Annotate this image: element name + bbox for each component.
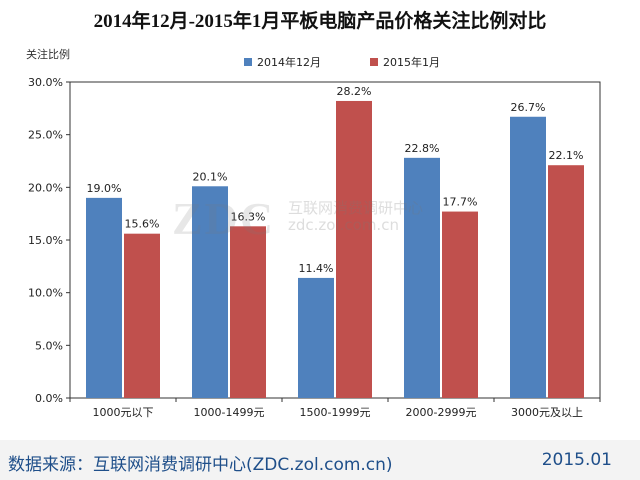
watermark-line2: zdc.zol.com.cn <box>288 216 399 234</box>
data-label: 17.7% <box>443 196 478 209</box>
x-tick-label: 1000-1499元 <box>194 406 265 419</box>
x-tick-label: 3000元及以上 <box>511 406 583 419</box>
report-date: 2015.01 <box>541 450 612 470</box>
bar-series2 <box>548 165 584 398</box>
y-tick-label: 10.0% <box>28 287 63 300</box>
bar-series2 <box>230 226 266 398</box>
watermark-logo: ZDC <box>172 193 276 244</box>
y-tick-label: 25.0% <box>28 129 63 142</box>
bar-series2 <box>124 233 160 398</box>
data-label: 15.6% <box>125 218 160 231</box>
y-tick-label: 20.0% <box>28 181 63 194</box>
data-label: 22.8% <box>405 142 440 155</box>
legend-label-series1: 2014年12月 <box>257 56 321 69</box>
x-tick-label: 1000元以下 <box>93 406 154 419</box>
bar-series1 <box>192 186 228 398</box>
data-label: 16.3% <box>231 210 266 223</box>
watermark-line1: 互联网消费调研中心 <box>288 199 424 217</box>
legend-swatch-series1 <box>244 58 252 66</box>
y-tick-label: 5.0% <box>35 339 63 352</box>
legend-swatch-series2 <box>370 58 378 66</box>
footer-bar: 数据来源：互联网消费调研中心(ZDC.zol.com.cn) 2015.01 <box>0 440 640 480</box>
data-label: 19.0% <box>87 182 122 195</box>
legend-item-series2: 2015年1月 <box>370 54 440 70</box>
y-tick-label: 15.0% <box>28 234 63 247</box>
bar-series2 <box>442 211 478 398</box>
x-tick-label: 1500-1999元 <box>300 406 371 419</box>
data-label: 11.4% <box>299 262 334 275</box>
data-label: 26.7% <box>511 101 546 114</box>
source-text: 数据来源：互联网消费调研中心(ZDC.zol.com.cn) <box>8 455 393 475</box>
bar-series2 <box>336 100 372 399</box>
data-label: 20.1% <box>193 170 228 183</box>
y-axis-label: 关注比例 <box>26 48 70 61</box>
data-label: 28.2% <box>337 85 372 98</box>
y-tick-label: 0.0% <box>35 392 63 405</box>
bar-series1 <box>404 157 440 398</box>
bar-series1 <box>86 197 122 398</box>
bar-chart: 0.0% 5.0% 10.0% 15.0% 20.0% 25.0% 30.0% 19.0% 15… <box>28 76 601 419</box>
y-tick-label: 30.0% <box>28 76 63 89</box>
legend-item-series1: 2014年12月 <box>244 54 321 70</box>
legend-label-series2: 2015年1月 <box>383 56 440 69</box>
x-tick-label: 2000-2999元 <box>406 406 477 419</box>
watermark-text: 互联网消费调研中心 zdc.zol.com.cn <box>288 200 423 234</box>
bar-series1 <box>298 277 334 398</box>
data-label: 22.1% <box>549 149 584 162</box>
chart-title: 2014年12月-2015年1月平板电脑产品价格关注比例对比 <box>93 11 547 32</box>
bar-series1 <box>510 116 546 398</box>
